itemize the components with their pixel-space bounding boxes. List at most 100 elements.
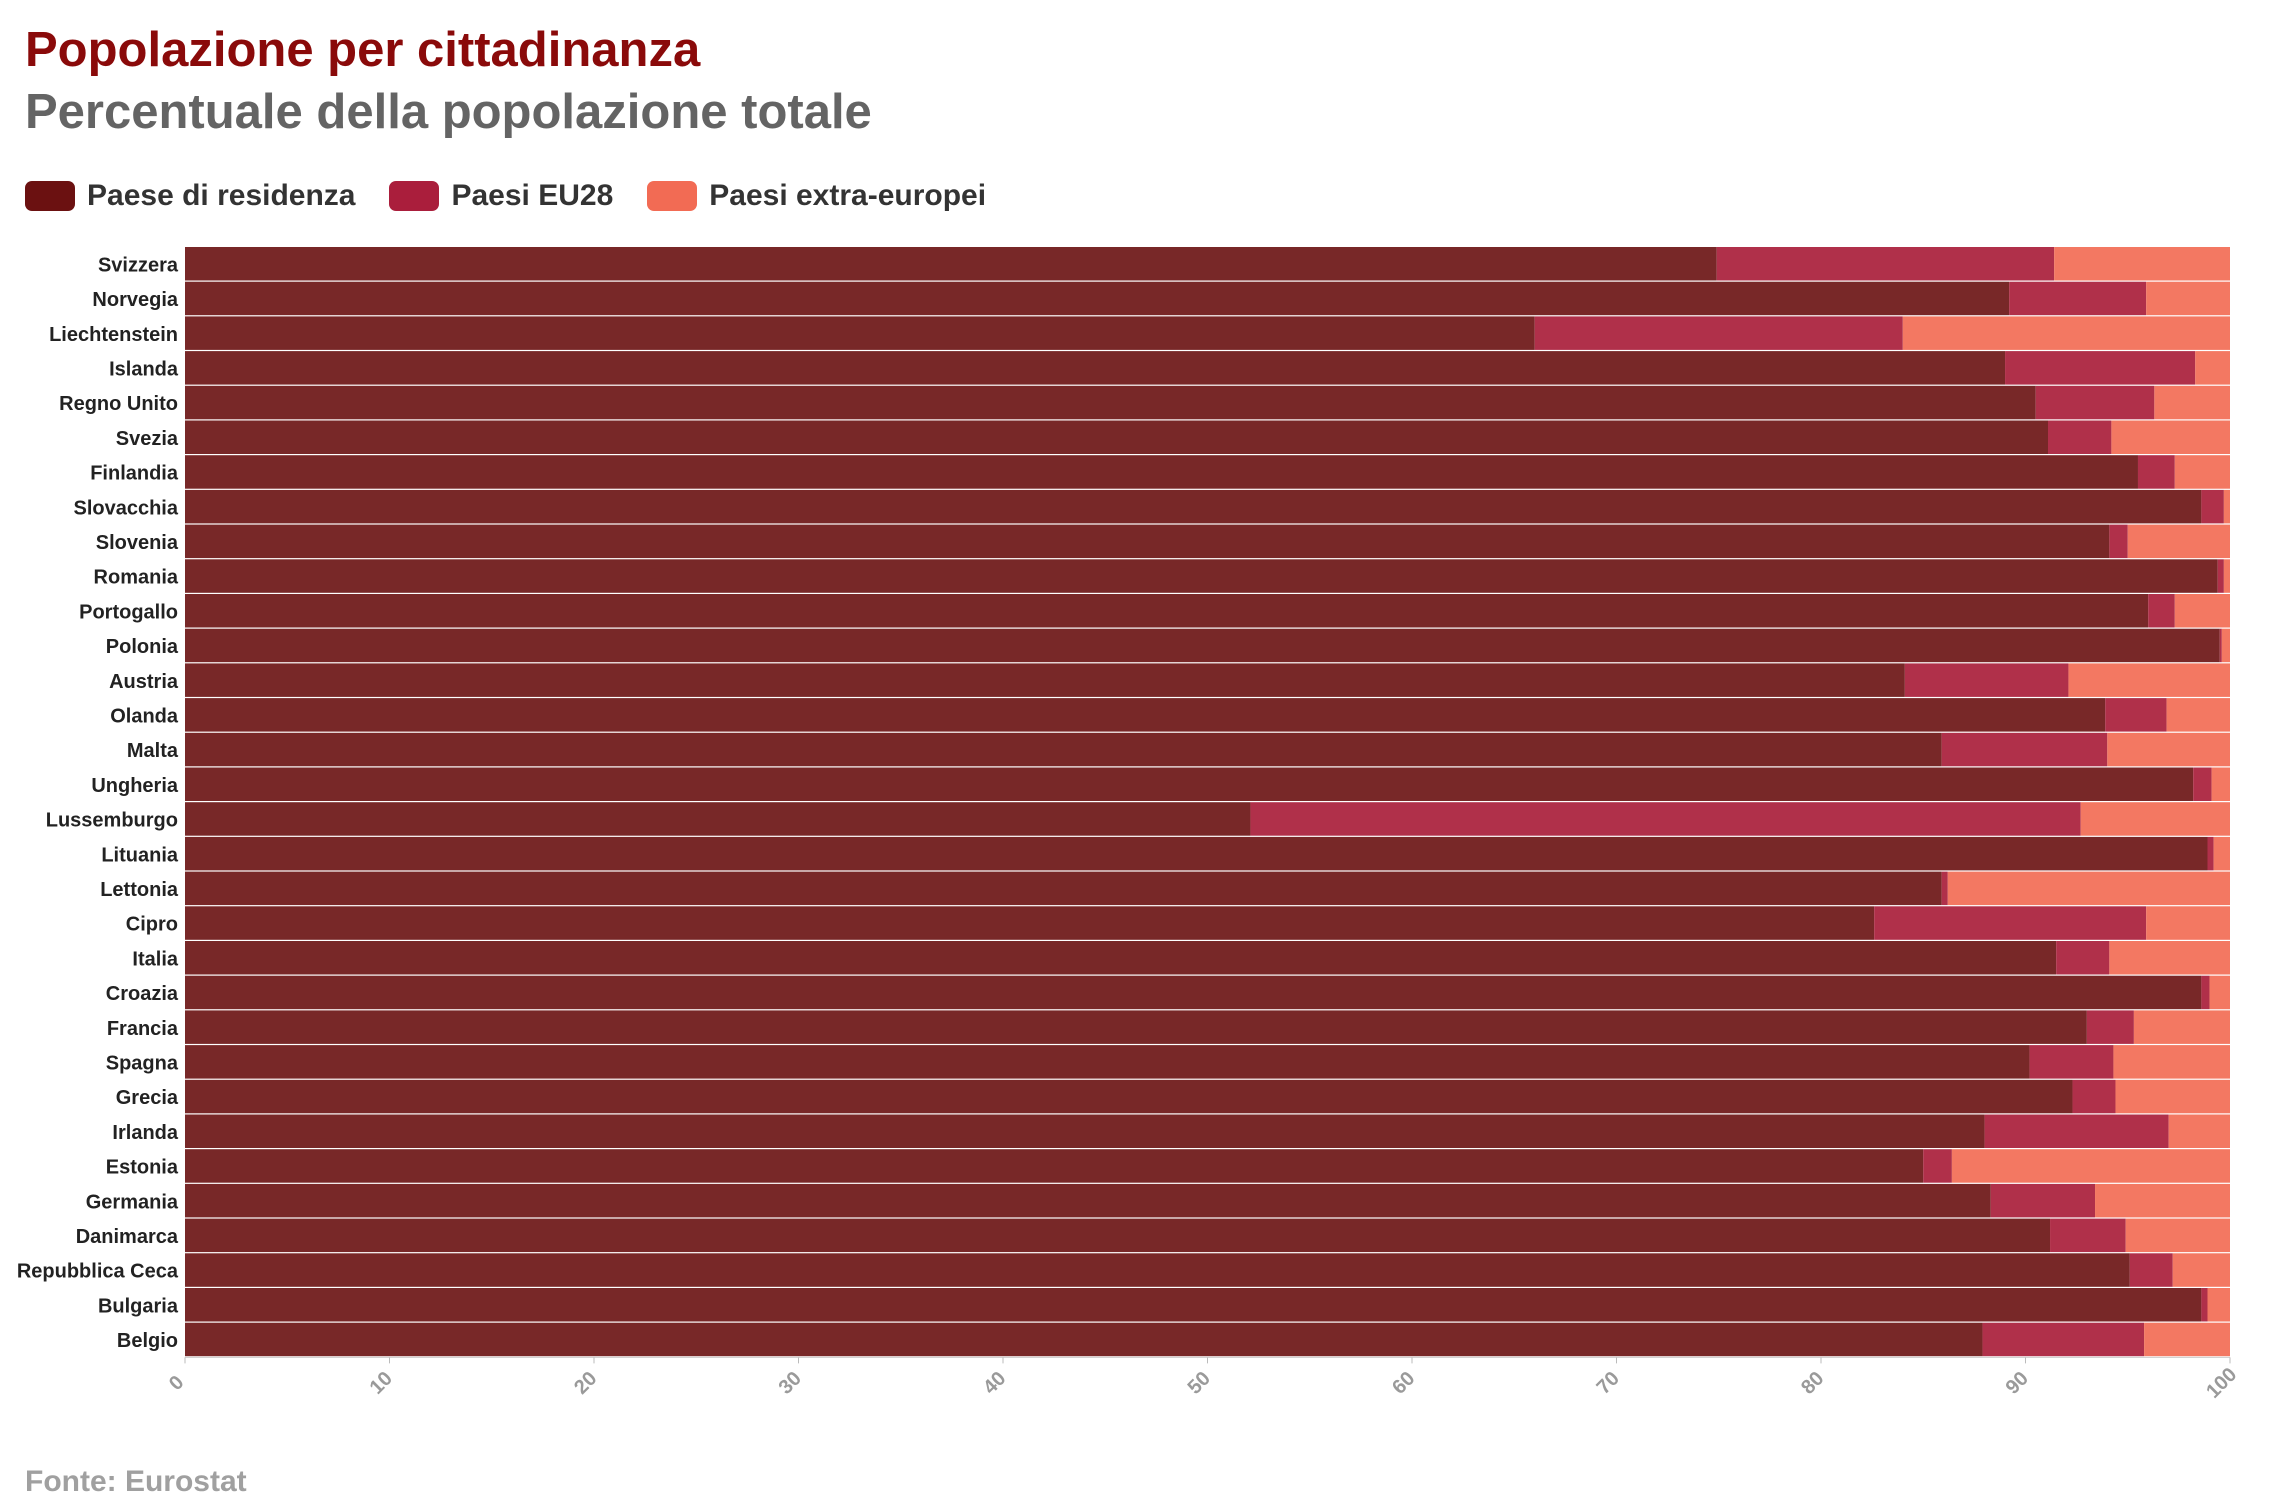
category-label: Germania bbox=[86, 1191, 179, 1213]
bar-residenza bbox=[185, 1045, 2030, 1079]
bar-residenza bbox=[185, 871, 1942, 906]
bar-eu28 bbox=[1941, 871, 1948, 906]
bar-eu28 bbox=[1874, 906, 2147, 940]
bar-residenza bbox=[185, 1288, 2202, 1322]
category-label: Estonia bbox=[106, 1157, 179, 1179]
x-tick-label: 90 bbox=[2002, 1368, 2033, 1399]
bar-extra-europei bbox=[2207, 1288, 2230, 1322]
bar-eu28 bbox=[2137, 455, 2175, 489]
category-label: Francia bbox=[107, 1018, 179, 1040]
bar-residenza bbox=[185, 732, 1942, 767]
bar-extra-europei bbox=[2115, 1079, 2230, 1114]
bar-extra-europei bbox=[2223, 489, 2230, 524]
bar-extra-europei bbox=[1902, 316, 2230, 350]
bar-eu28 bbox=[2009, 281, 2147, 316]
bar-extra-europei bbox=[2146, 906, 2230, 940]
bar-extra-europei bbox=[2113, 1045, 2230, 1079]
bar-eu28 bbox=[1982, 1322, 2145, 1357]
bar-extra-europei bbox=[2146, 281, 2230, 316]
chart-subtitle: Percentuale della popolazione totale bbox=[25, 85, 872, 139]
bar-residenza bbox=[185, 524, 2110, 559]
category-label: Liechtenstein bbox=[49, 324, 178, 346]
legend-label-residenza: Paese di residenza bbox=[87, 179, 356, 212]
category-label: Austria bbox=[109, 671, 179, 693]
bar-extra-europei bbox=[2154, 385, 2230, 420]
x-tick-label: 50 bbox=[1184, 1368, 1215, 1399]
bar-eu28 bbox=[1941, 732, 2108, 767]
bar-eu28 bbox=[2029, 1045, 2114, 1079]
bar-eu28 bbox=[1990, 1183, 2096, 1218]
category-label: Ungheria bbox=[91, 775, 179, 797]
bar-eu28 bbox=[2047, 420, 2112, 454]
bar-eu28 bbox=[1923, 1149, 1952, 1183]
bar-eu28 bbox=[1534, 316, 1903, 350]
bar-extra-europei bbox=[2068, 663, 2230, 697]
bar-residenza bbox=[185, 559, 2218, 593]
bar-residenza bbox=[185, 1114, 1985, 1148]
bar-extra-europei bbox=[2080, 802, 2230, 836]
x-tick-label: 10 bbox=[366, 1368, 397, 1399]
bar-residenza bbox=[185, 1079, 2073, 1114]
category-label: Danimarca bbox=[76, 1226, 179, 1248]
bar-eu28 bbox=[2201, 489, 2224, 524]
bar-residenza bbox=[185, 1149, 1924, 1183]
chart-title: Popolazione per cittadinanza bbox=[25, 23, 701, 77]
bar-residenza bbox=[185, 281, 2010, 316]
legend-item-residenza: Paese di residenza bbox=[25, 179, 355, 213]
bar-eu28 bbox=[2072, 1079, 2116, 1114]
bar-extra-europei bbox=[2166, 698, 2230, 732]
category-label: Islanda bbox=[109, 358, 179, 380]
bar-extra-europei bbox=[2127, 524, 2230, 559]
x-tick-label: 60 bbox=[1388, 1368, 1419, 1399]
category-label: Repubblica Ceca bbox=[17, 1261, 179, 1283]
category-label: Lettonia bbox=[100, 879, 179, 901]
category-label: Romania bbox=[94, 567, 179, 589]
bar-extra-europei bbox=[2213, 836, 2230, 871]
bar-eu28 bbox=[1904, 663, 2069, 697]
bar-residenza bbox=[185, 836, 2208, 871]
bar-extra-europei bbox=[2109, 941, 2230, 975]
x-tick-label: 0 bbox=[165, 1371, 188, 1394]
bar-extra-europei bbox=[2144, 1322, 2230, 1357]
bar-extra-europei bbox=[1947, 871, 2230, 906]
bar-residenza bbox=[185, 767, 2194, 801]
bar-eu28 bbox=[2148, 594, 2175, 628]
bar-residenza bbox=[185, 594, 2149, 628]
category-label: Svizzera bbox=[98, 254, 179, 276]
category-label: Bulgaria bbox=[98, 1295, 179, 1317]
bar-extra-europei bbox=[2168, 1114, 2230, 1148]
bar-residenza bbox=[185, 316, 1535, 350]
legend-swatch-eu28 bbox=[389, 181, 440, 211]
legend-item-extra-europei: Paesi extra-europei bbox=[647, 179, 986, 213]
x-tick-label: 40 bbox=[979, 1368, 1010, 1399]
bar-residenza bbox=[185, 975, 2202, 1010]
legend: Paese di residenza Paesi EU28 Paesi extr… bbox=[25, 176, 1020, 216]
bar-residenza bbox=[185, 1322, 1983, 1357]
category-label: Croazia bbox=[106, 983, 179, 1005]
x-tick-label: 80 bbox=[1797, 1368, 1828, 1399]
legend-item-eu28: Paesi EU28 bbox=[389, 179, 613, 213]
bar-residenza bbox=[185, 663, 1905, 697]
source-note: Fonte: Eurostat bbox=[25, 1465, 247, 1498]
category-label: Malta bbox=[127, 740, 179, 762]
bar-extra-europei bbox=[2174, 594, 2230, 628]
bar-residenza bbox=[185, 941, 2057, 975]
category-label: Lussemburgo bbox=[46, 810, 178, 832]
bar-extra-europei bbox=[2133, 1010, 2230, 1044]
bar-residenza bbox=[185, 1183, 1991, 1218]
bar-extra-europei bbox=[2125, 1218, 2230, 1253]
bar-residenza bbox=[185, 802, 1251, 836]
bar-residenza bbox=[185, 489, 2202, 524]
category-label: Regno Unito bbox=[59, 393, 178, 415]
legend-swatch-residenza bbox=[25, 181, 75, 211]
category-label: Polonia bbox=[106, 636, 179, 658]
category-label: Belgio bbox=[117, 1330, 178, 1352]
category-label: Norvegia bbox=[92, 289, 178, 311]
x-tick-label: 20 bbox=[570, 1368, 601, 1399]
bar-residenza bbox=[185, 420, 2048, 454]
bar-eu28 bbox=[1984, 1114, 2169, 1148]
bar-eu28 bbox=[2056, 941, 2110, 975]
legend-label-extra-europei: Paesi extra-europei bbox=[709, 179, 987, 212]
category-label: Irlanda bbox=[112, 1122, 178, 1144]
bar-extra-europei bbox=[2223, 559, 2230, 593]
